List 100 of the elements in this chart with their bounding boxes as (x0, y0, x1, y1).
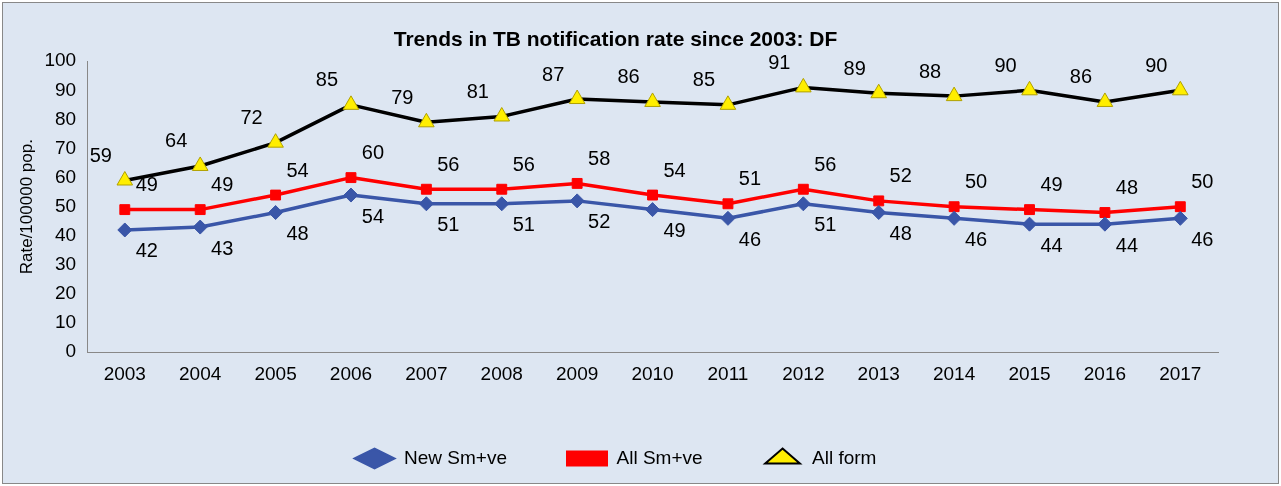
data-label: 43 (211, 236, 234, 259)
data-label: 54 (361, 204, 385, 227)
data-label: 48 (286, 222, 309, 245)
point (117, 222, 133, 238)
data-label: 52 (588, 210, 611, 233)
x-tick-label: 2017 (1159, 362, 1202, 384)
point (1097, 216, 1113, 232)
x-tick-label: 2005 (254, 362, 297, 384)
data-label: 56 (814, 152, 837, 175)
data-label: 52 (889, 164, 912, 187)
point (194, 204, 206, 216)
point (1022, 216, 1038, 232)
data-label: 86 (617, 65, 640, 88)
point (420, 183, 432, 195)
data-label: 90 (1145, 53, 1168, 76)
data-label: 51 (814, 213, 837, 236)
data-label: 90 (994, 53, 1017, 76)
data-label: 88 (919, 59, 942, 82)
point (192, 219, 208, 235)
chart-title: Trends in TB notification rate since 2003: DF (393, 27, 838, 51)
y-tick-label: 90 (54, 78, 77, 100)
point (345, 172, 357, 184)
x-tick-label: 2006 (329, 362, 373, 384)
point (1174, 201, 1186, 213)
point (494, 196, 510, 212)
x-tick-label: 2016 (1083, 362, 1127, 384)
data-label: 49 (135, 173, 158, 196)
x-tick-label: 2009 (556, 362, 599, 384)
y-tick-label: 0 (65, 340, 77, 362)
data-label: 51 (437, 213, 460, 236)
y-tick-label: 100 (44, 49, 77, 71)
y-tick-label: 30 (54, 253, 77, 275)
x-tick-label: 2015 (1008, 362, 1051, 384)
data-label: 64 (165, 129, 188, 152)
y-tick-label: 20 (54, 282, 77, 304)
data-label: 72 (240, 106, 263, 129)
point (720, 210, 736, 226)
point (418, 196, 434, 212)
y-tick-label: 60 (54, 165, 77, 187)
data-label: 58 (588, 146, 611, 169)
point (343, 187, 359, 203)
point (268, 205, 284, 221)
y-tick-label: 80 (54, 107, 77, 129)
point (569, 193, 585, 209)
x-tick-label: 2011 (707, 362, 749, 384)
legend-label: All Sm+ve (616, 446, 703, 468)
legend-label: All form (812, 446, 877, 468)
data-label: 46 (1191, 227, 1214, 250)
data-label: 59 (89, 144, 112, 167)
y-tick-label: 70 (54, 136, 77, 158)
y-tick-label: 50 (54, 194, 77, 216)
data-label: 56 (437, 152, 460, 175)
point (270, 189, 282, 201)
data-label: 44 (1040, 233, 1063, 256)
data-label: 50 (1191, 170, 1214, 193)
point (1099, 207, 1111, 218)
point (873, 195, 885, 207)
data-label: 46 (965, 227, 988, 250)
data-label: 79 (391, 85, 414, 108)
x-tick-label: 2012 (782, 362, 825, 384)
data-label: 50 (965, 170, 988, 193)
y-tick-label: 40 (54, 224, 77, 246)
data-label: 81 (466, 80, 489, 103)
point (496, 183, 508, 195)
point (1172, 210, 1188, 226)
data-label: 49 (211, 173, 234, 196)
data-label: 91 (768, 50, 791, 73)
x-tick-label: 2008 (480, 362, 523, 384)
data-label: 60 (361, 141, 385, 164)
y-axis-title: Rate/100000 pop. (16, 139, 36, 275)
point (119, 204, 131, 216)
x-tick-label: 2004 (179, 362, 222, 384)
data-label: 85 (692, 68, 716, 91)
data-label: 48 (1115, 176, 1139, 199)
data-label: 49 (1040, 173, 1063, 196)
point (795, 196, 811, 212)
point (645, 202, 661, 218)
point (722, 198, 734, 210)
x-tick-label: 2013 (857, 362, 900, 384)
y-tick-label: 10 (54, 311, 77, 333)
data-label: 48 (889, 222, 912, 245)
point (571, 177, 583, 189)
point (948, 201, 960, 213)
x-tick-label: 2003 (103, 362, 146, 384)
data-label: 89 (843, 56, 866, 79)
point (1024, 204, 1035, 216)
data-label: 51 (738, 167, 762, 190)
point (871, 205, 887, 221)
legend-label: New Sm+ve (404, 446, 507, 468)
data-label: 44 (1115, 233, 1139, 256)
point (797, 183, 809, 195)
data-label: 56 (512, 152, 535, 175)
x-tick-label: 2014 (932, 362, 976, 384)
data-label: 87 (542, 62, 565, 85)
data-label: 51 (512, 213, 535, 236)
data-label: 46 (738, 227, 762, 250)
point (946, 210, 962, 226)
x-tick-label: 2010 (631, 362, 674, 384)
data-label: 54 (663, 158, 686, 181)
data-label: 85 (315, 68, 339, 91)
